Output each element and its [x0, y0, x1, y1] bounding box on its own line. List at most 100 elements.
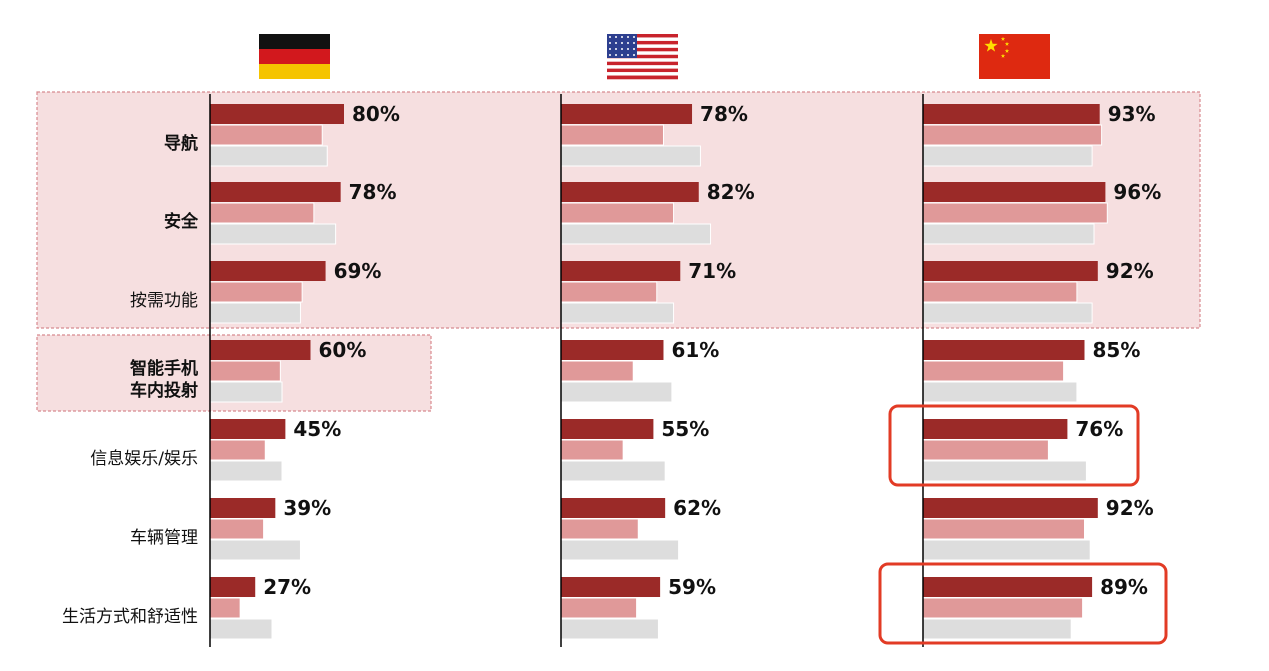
bar-secondary: [922, 597, 1084, 619]
flag-star: [615, 42, 617, 44]
bar-secondary: [560, 124, 664, 146]
bar-primary: [561, 182, 699, 202]
bar-primary: [923, 104, 1100, 124]
category-label: 车辆管理: [130, 528, 198, 548]
flag-star: [633, 42, 635, 44]
bar-tertiary: [922, 145, 1093, 167]
flag-stripe: [607, 75, 678, 80]
flag-stripe: [607, 68, 678, 73]
category-label: 导航: [164, 133, 198, 154]
bar-tertiary: [560, 539, 680, 561]
bar-tertiary: [209, 460, 283, 482]
bar-primary: [923, 577, 1093, 597]
bar-tertiary: [209, 381, 283, 403]
bar-primary: [210, 182, 341, 202]
flag-star: [609, 54, 611, 56]
bar-secondary: [560, 518, 639, 540]
value-label: 69%: [334, 259, 382, 283]
flag-star: [621, 48, 623, 50]
bar-tertiary: [560, 381, 673, 403]
bar-secondary: [560, 597, 638, 619]
value-label: 59%: [668, 575, 716, 599]
flag-star: [633, 36, 635, 38]
flag-star: [984, 39, 998, 52]
flag-star: [621, 36, 623, 38]
bar-primary: [561, 498, 666, 518]
bar-tertiary: [209, 145, 328, 167]
bar-secondary: [560, 281, 658, 303]
value-label: 96%: [1113, 180, 1161, 204]
bar-primary: [561, 104, 693, 124]
bar-secondary: [209, 597, 241, 619]
flag-stripe: [607, 54, 678, 59]
bar-primary: [561, 419, 654, 439]
flag-stripe: [607, 58, 678, 62]
bar-secondary: [560, 360, 634, 382]
value-label: 27%: [263, 575, 311, 599]
value-label: 82%: [707, 180, 755, 204]
bar-primary: [923, 498, 1098, 518]
bar-tertiary: [922, 460, 1087, 482]
value-label: 60%: [319, 338, 367, 362]
bar-secondary: [922, 360, 1065, 382]
bar-primary: [923, 419, 1068, 439]
flag-star: [627, 36, 629, 38]
bar-primary: [210, 261, 326, 281]
flag-field: [979, 34, 1050, 79]
flag-stripe: [607, 51, 678, 56]
flag-stripe: [259, 49, 330, 64]
bar-primary: [210, 104, 344, 124]
bar-tertiary: [209, 302, 301, 324]
bar-secondary: [922, 439, 1049, 461]
category-label: 生活方式和舒适性: [62, 607, 198, 627]
flag-stripe: [607, 47, 678, 52]
bar-tertiary: [209, 539, 301, 561]
highlight-box: [878, 562, 1168, 645]
value-label: 85%: [1093, 338, 1141, 362]
flag-star: [621, 54, 623, 56]
bar-tertiary: [560, 302, 675, 324]
usa-flag-icon: [607, 34, 678, 80]
flag-star: [1004, 41, 1010, 46]
bar-secondary: [209, 281, 303, 303]
flag-star: [609, 48, 611, 50]
flag-star: [627, 54, 629, 56]
bar-primary: [923, 182, 1106, 202]
category-label: 信息娱乐/娱乐: [90, 449, 198, 469]
bar-tertiary: [922, 223, 1095, 245]
value-label: 71%: [688, 259, 736, 283]
bar-primary: [923, 340, 1085, 360]
category-label: 安全: [164, 211, 199, 232]
value-label: 78%: [700, 102, 748, 126]
bar-secondary: [209, 124, 323, 146]
value-label: 89%: [1100, 575, 1148, 599]
flag-stripe: [607, 72, 678, 76]
bar-secondary: [922, 281, 1078, 303]
china-flag-icon: [979, 34, 1050, 79]
value-label: 61%: [671, 338, 719, 362]
bar-primary: [210, 577, 256, 597]
bar-secondary: [209, 360, 281, 382]
bar-secondary: [922, 518, 1085, 540]
flag-star: [609, 36, 611, 38]
value-label: 92%: [1106, 259, 1154, 283]
flag-stripe: [607, 61, 678, 66]
value-label: 55%: [661, 417, 709, 441]
flag-star: [633, 54, 635, 56]
highlight-box: [888, 404, 1140, 487]
flag-stripe: [259, 34, 330, 49]
germany-flag-icon: [259, 34, 330, 79]
flag-star: [1004, 48, 1010, 53]
flag-star: [1000, 53, 1006, 58]
bar-tertiary: [560, 145, 701, 167]
flag-stripe: [607, 44, 678, 49]
bar-primary: [561, 261, 681, 281]
value-label: 78%: [349, 180, 397, 204]
value-label: 80%: [352, 102, 400, 126]
flag-star: [615, 48, 617, 50]
bar-tertiary: [209, 618, 273, 640]
bar-tertiary: [560, 223, 712, 245]
flag-stripe: [607, 37, 678, 42]
flag-star: [627, 42, 629, 44]
bar-secondary: [560, 202, 675, 224]
